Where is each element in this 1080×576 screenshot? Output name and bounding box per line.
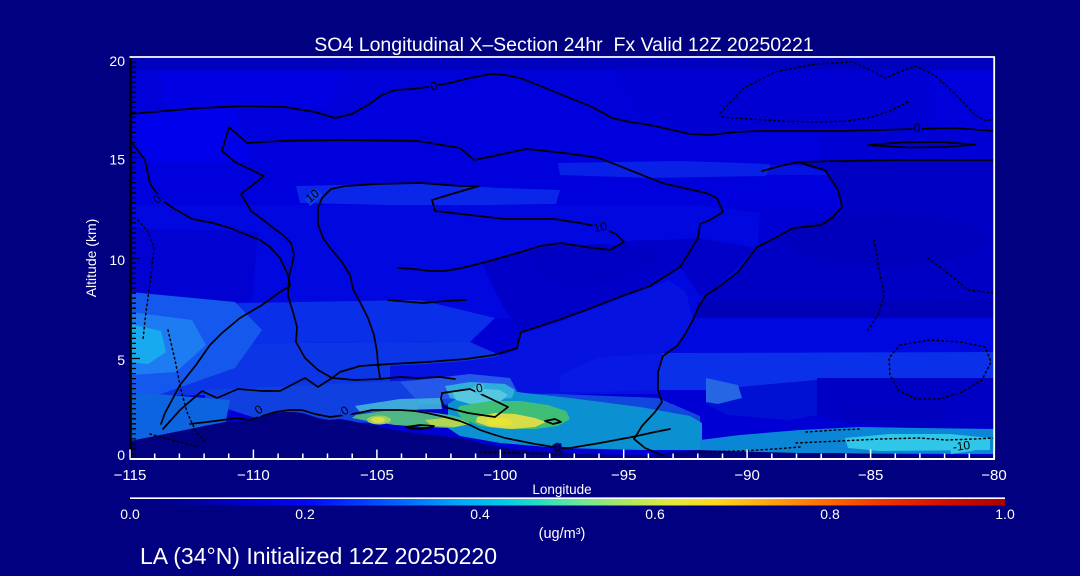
svg-text:0.6: 0.6 <box>645 506 665 522</box>
svg-text:−85: −85 <box>858 467 883 484</box>
svg-text:LA (34°N) Initialized 12Z 2025: LA (34°N) Initialized 12Z 20250220 <box>140 543 497 569</box>
svg-text:5: 5 <box>117 352 125 368</box>
svg-text:15: 15 <box>109 152 125 168</box>
svg-text:−115: −115 <box>114 467 147 484</box>
svg-text:0.2: 0.2 <box>295 506 315 522</box>
svg-text:−110: −110 <box>237 467 270 484</box>
svg-text:10: 10 <box>592 219 608 236</box>
svg-text:(ug/m³): (ug/m³) <box>539 526 586 542</box>
svg-text:0: 0 <box>117 447 125 463</box>
svg-text:10: 10 <box>109 252 125 268</box>
svg-text:−90: −90 <box>734 467 759 484</box>
svg-text:0: 0 <box>475 381 484 396</box>
svg-text:1.0: 1.0 <box>995 506 1015 522</box>
svg-text:0: 0 <box>553 440 562 455</box>
svg-text:−80: −80 <box>981 467 1006 484</box>
svg-text:SO4 Longitudinal X–Section 24h: SO4 Longitudinal X–Section 24hr Fx Valid… <box>314 34 813 56</box>
svg-text:Altitude (km): Altitude (km) <box>83 219 99 298</box>
svg-text:-10: -10 <box>952 438 971 454</box>
svg-text:−100: −100 <box>483 467 517 484</box>
svg-text:0: 0 <box>914 121 921 135</box>
svg-text:−95: −95 <box>611 467 636 484</box>
svg-text:20: 20 <box>109 53 125 69</box>
svg-text:0.4: 0.4 <box>470 506 490 522</box>
svg-text:0.8: 0.8 <box>820 506 840 522</box>
svg-text:0.0: 0.0 <box>120 506 140 522</box>
svg-text:−105: −105 <box>360 467 394 484</box>
svg-text:0: 0 <box>429 78 439 93</box>
svg-text:Longitude: Longitude <box>532 482 591 497</box>
